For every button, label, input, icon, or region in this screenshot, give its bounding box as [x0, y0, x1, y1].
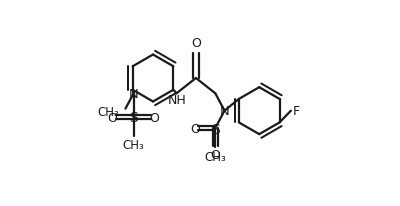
Text: CH₃: CH₃ — [123, 139, 144, 151]
Text: NH: NH — [168, 94, 187, 107]
Text: S: S — [211, 122, 220, 136]
Text: O: O — [150, 111, 160, 124]
Text: S: S — [129, 111, 138, 125]
Text: CH₃: CH₃ — [204, 151, 226, 164]
Text: O: O — [210, 149, 220, 162]
Text: O: O — [191, 37, 201, 50]
Text: N: N — [129, 87, 138, 100]
Text: N: N — [220, 105, 229, 118]
Text: CH₃: CH₃ — [98, 106, 119, 119]
Text: O: O — [190, 123, 200, 136]
Text: F: F — [293, 105, 300, 118]
Text: O: O — [108, 111, 118, 124]
